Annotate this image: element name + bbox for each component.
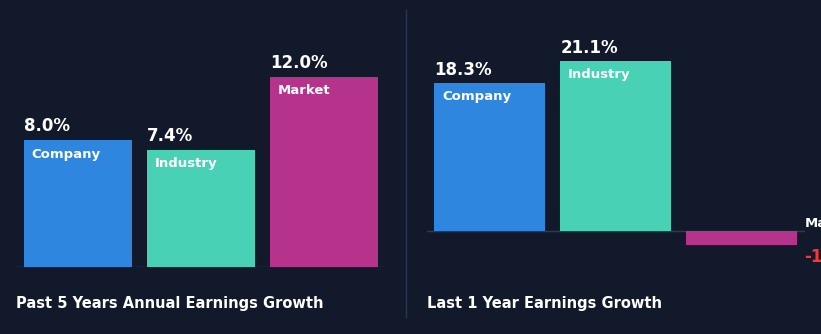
Bar <box>24 140 132 267</box>
Bar <box>561 61 671 231</box>
Text: Last 1 Year Earnings Growth: Last 1 Year Earnings Growth <box>427 296 662 311</box>
Text: 12.0%: 12.0% <box>270 54 328 72</box>
Text: Company: Company <box>442 90 511 103</box>
Bar <box>686 231 797 245</box>
Text: Company: Company <box>31 148 100 161</box>
Text: 18.3%: 18.3% <box>434 61 492 79</box>
Text: 8.0%: 8.0% <box>24 118 70 136</box>
Text: 21.1%: 21.1% <box>561 38 618 56</box>
Text: Industry: Industry <box>154 157 217 170</box>
Bar <box>147 150 255 267</box>
Text: Industry: Industry <box>568 67 631 80</box>
Text: 7.4%: 7.4% <box>147 127 193 145</box>
Bar <box>434 84 545 231</box>
Text: Market: Market <box>805 217 821 230</box>
Text: -1.8%: -1.8% <box>805 248 821 266</box>
Text: Past 5 Years Annual Earnings Growth: Past 5 Years Annual Earnings Growth <box>16 296 324 311</box>
Text: Market: Market <box>277 84 330 97</box>
Bar <box>270 77 378 267</box>
